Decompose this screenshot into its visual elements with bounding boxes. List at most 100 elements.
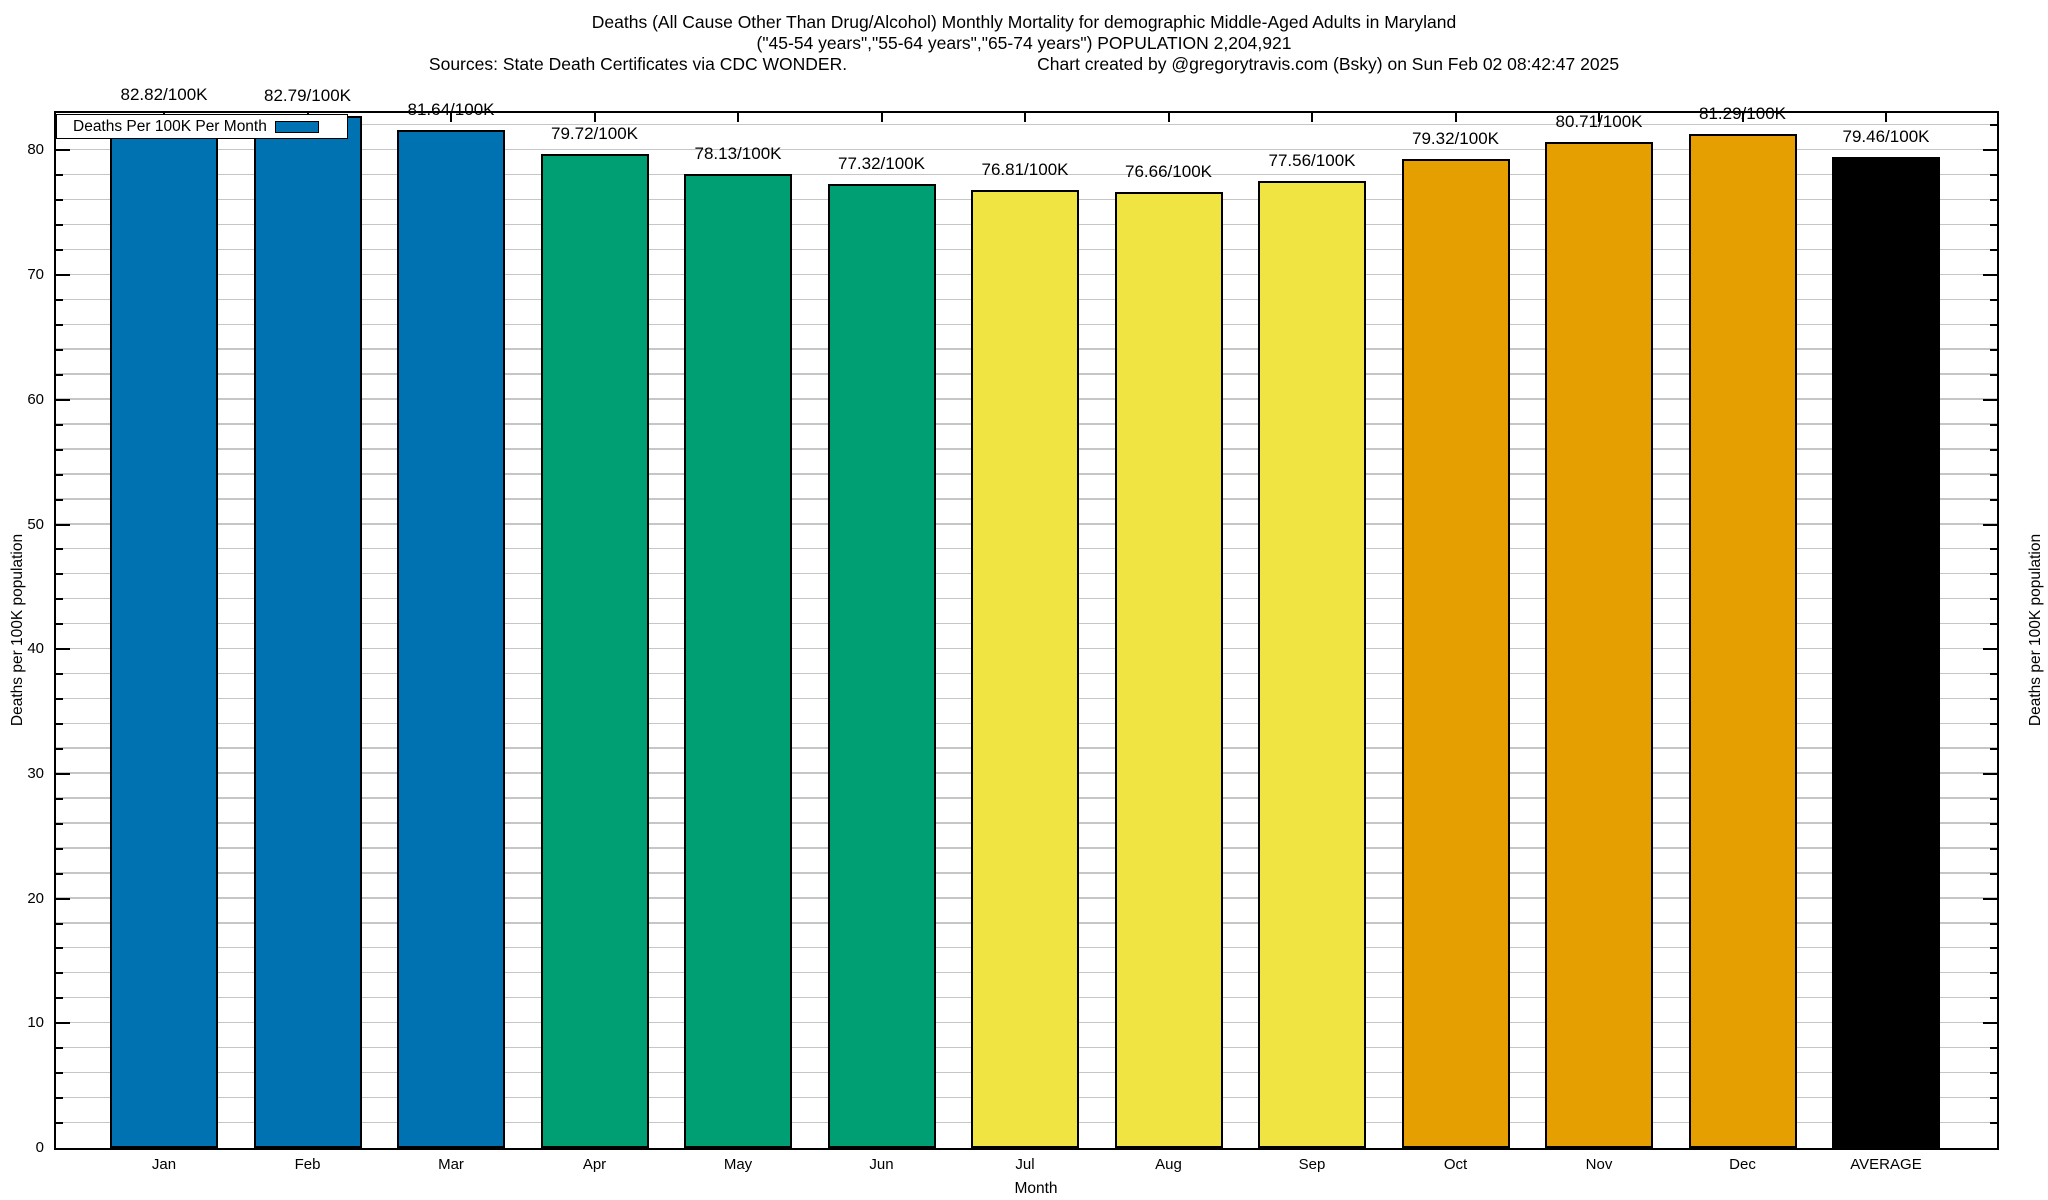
x-axis-tick-top [1885,113,1887,122]
x-tick-label-average: AVERAGE [1850,1156,1922,1173]
y-axis-tick-left [56,847,63,850]
y-axis-tick-left [56,972,63,975]
y-tick-label: 60 [27,390,44,408]
y-axis-tick-left [56,1047,63,1050]
y-axis-tick-left [56,473,63,476]
y-axis-tick-left [56,1122,63,1125]
x-axis-tick-top [1598,113,1600,122]
y-axis-tick-left [56,348,63,351]
x-tick-label-mar: Mar [438,1156,464,1173]
y-axis-tick-left [56,598,63,601]
x-axis-tick-top [1741,113,1744,122]
x-axis-tick-top [737,113,739,122]
y-axis-tick-right [1990,972,1997,975]
y-axis-tick-right [1990,348,1997,351]
y-tick-label: 30 [27,764,44,782]
y-axis-tick-left [56,922,63,925]
x-tick-label-oct: Oct [1443,1156,1468,1173]
x-axis-tick-top [1311,113,1313,122]
x-tick-label-feb: Feb [294,1156,321,1173]
bar-feb [253,115,362,1148]
y-axis-tick-left [56,199,63,202]
y-axis-tick-left [56,623,63,626]
plot-area: Deaths Per 100K Per Month 82.82/100K 82.7… [54,85,1999,1150]
bar-value-label: 76.81/100K [981,160,1069,180]
y-axis-tick-right [1990,249,1997,252]
y-axis-tick-left [56,872,63,875]
y-axis-tick-right [1990,423,1997,426]
bar-oct [1401,158,1510,1148]
bar-average [1832,157,1940,1148]
y-axis-tick-right [1983,523,1997,526]
y-axis-tick-right [1983,648,1997,651]
bar-jul [971,190,1079,1148]
y-axis-tick-right [1990,598,1997,601]
y-axis-tick-right [1990,747,1997,750]
y-axis-tick-left [56,947,63,950]
y-axis-tick-left [56,1072,63,1075]
y-axis-tick-right [1990,673,1997,676]
bar-value-label: 79.32/100K [1412,128,1499,148]
chart-subtitle: ("45-54 years","55-64 years","65-74 year… [756,33,1292,53]
bar-value-label: 82.79/100K [264,85,351,105]
y-axis-tick-left [56,723,63,726]
x-axis-label: Month [1014,1180,1058,1197]
bar-value-label: 80.71/100K [1555,111,1643,131]
bar-value-label: 77.32/100K [838,153,925,173]
y-axis-tick-left [56,498,63,501]
bar-value-label: 76.66/100K [1125,162,1212,182]
bar-dec [1688,134,1797,1148]
x-tick-label-jan: Jan [151,1156,177,1173]
legend-label: Deaths Per 100K Per Month [73,117,267,135]
y-axis-tick-right [1990,1097,1997,1100]
gridline [56,148,1997,151]
x-tick-label-aug: Aug [1155,1156,1182,1173]
y-axis-tick-left [56,274,70,277]
chart-byline: Sources: State Death Certificates via CD… [0,54,2048,74]
y-axis-tick-left [56,897,70,900]
x-tick-label-apr: Apr [582,1156,607,1173]
y-axis-tick-right [1990,872,1997,875]
y-axis-tick-left [56,822,63,825]
y-axis-tick-left [56,698,63,701]
bar-jun [827,183,936,1148]
y-axis-tick-left [56,224,63,227]
y-tick-label: 40 [27,640,44,658]
y-axis-tick-left [56,523,70,526]
bar-aug [1114,192,1223,1148]
y-axis-tick-left [56,747,63,750]
bar-value-label: 79.46/100K [1842,127,1930,147]
y-axis-tick-right [1990,698,1997,701]
bar-value-label: 81.29/100K [1699,104,1786,124]
y-axis-tick-right [1990,822,1997,825]
y-axis-tick-left [56,673,63,676]
y-axis-tick-right [1983,897,1997,900]
y-axis-tick-left [56,772,70,775]
y-tick-label: 10 [27,1014,44,1032]
y-axis-tick-right [1990,174,1997,177]
chart-title: Deaths (All Cause Other Than Drug/Alcoho… [591,12,1457,32]
y-axis-tick-left [56,797,63,800]
y-axis-tick-right [1990,373,1997,376]
bar-value-label: 78.13/100K [694,143,782,163]
x-axis-tick-top [1167,113,1170,122]
y-axis-tick-right [1990,1072,1997,1075]
y-axis-tick-right [1990,1047,1997,1050]
y-axis-tick-right [1990,997,1997,1000]
y-axis-tick-left [56,1097,63,1100]
y-axis-tick-left [56,423,63,426]
bar-value-label: 82.82/100K [120,85,208,105]
y-axis-tick-right [1983,398,1997,401]
y-axis-tick-left [56,997,63,1000]
credit-note: Chart created by @gregorytravis.com (Bsk… [1037,54,1620,74]
x-axis-tick-top [880,113,883,122]
y-axis-label-left: Deaths per 100K population [9,533,26,727]
y-axis-tick-left [56,398,70,401]
x-tick-label-jun: Jun [869,1156,894,1173]
bar-mar [397,129,505,1148]
y-tick-label: 0 [35,1139,44,1156]
x-axis-tick-top [1024,113,1026,122]
y-tick-label: 20 [27,889,44,907]
gridline [56,173,1997,176]
